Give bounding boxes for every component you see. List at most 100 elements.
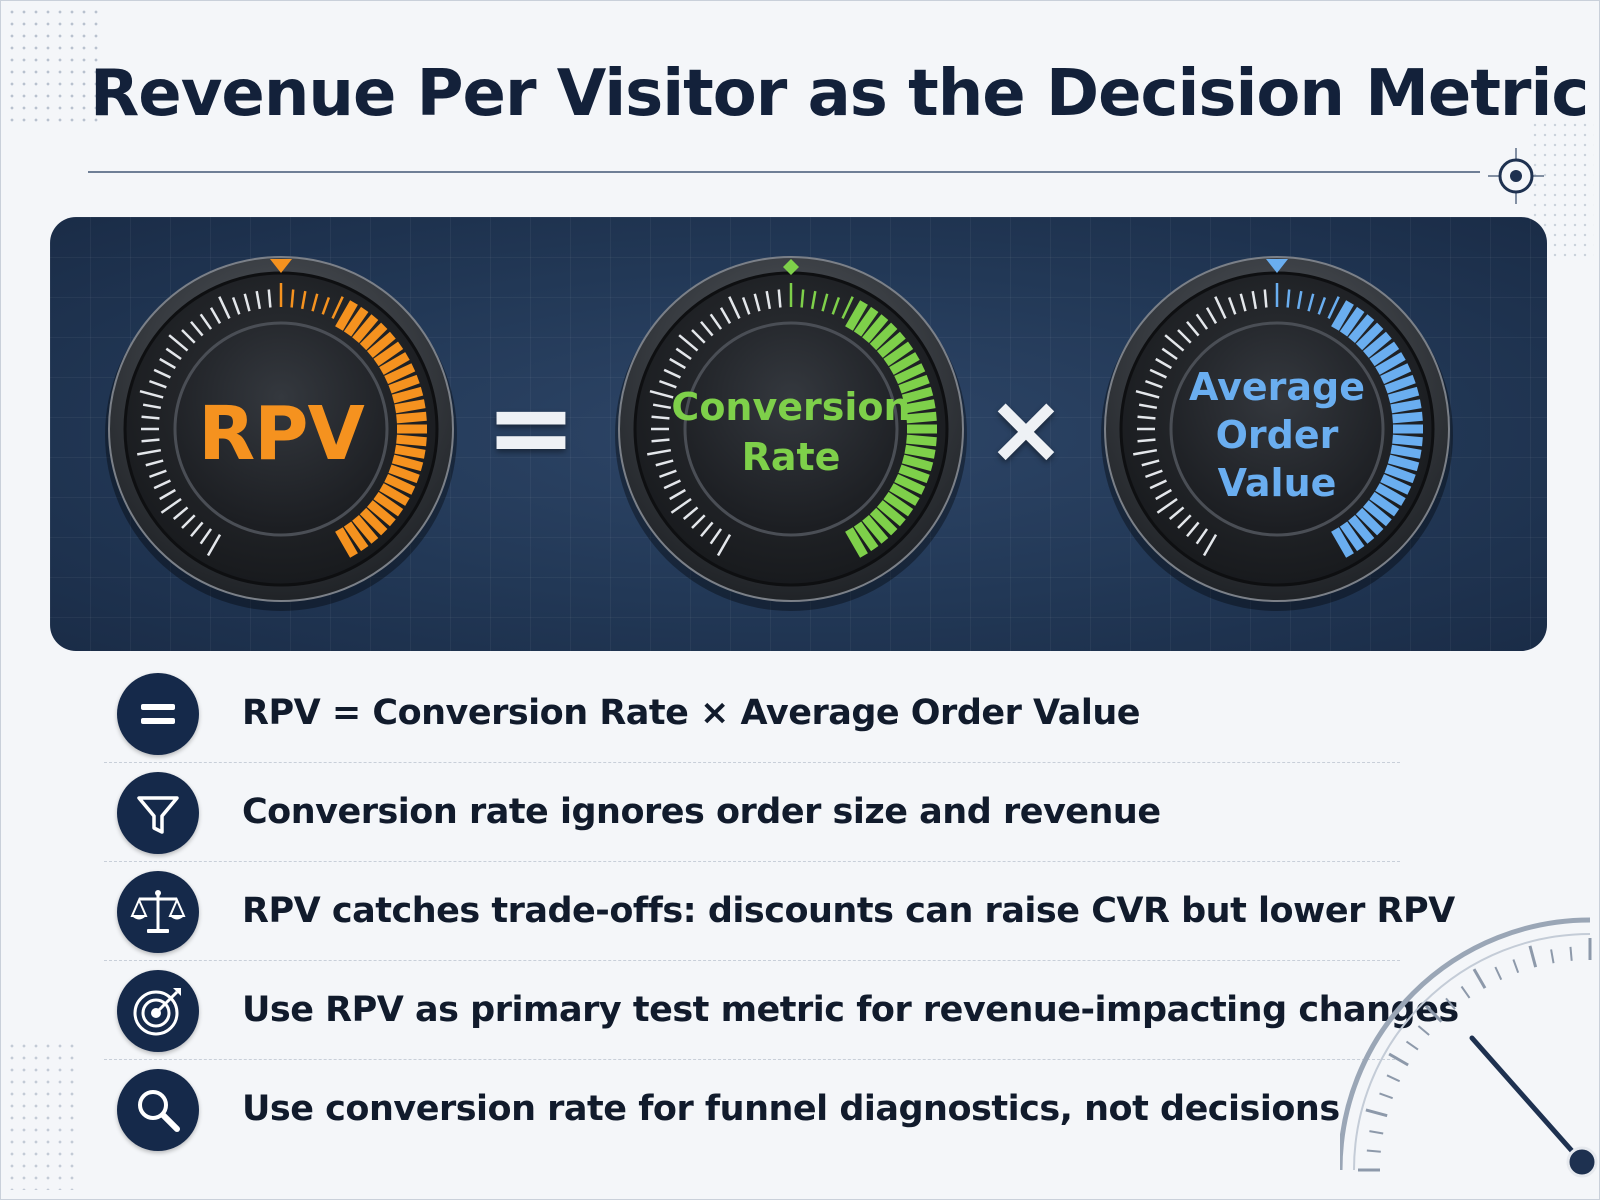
gauge-tick [716,534,732,557]
gauge-tick [1331,527,1354,558]
gauge-tick [1133,448,1158,456]
gauge-tick [700,521,714,538]
gauge-tick [373,491,404,517]
cvr-label-line: Rate [741,435,841,479]
gauge-tick [311,293,319,312]
gauge-tick [1155,488,1172,501]
rpv-gauge-label: RPV [198,391,364,477]
gauge-tick [1138,403,1158,410]
crosshair-icon [1488,148,1544,204]
gauge-tick [153,368,171,379]
gauge-tick [853,306,879,337]
gauge-tick [1145,379,1163,389]
gauge-tick [321,297,331,315]
gauge-tick [1380,363,1412,385]
gauge-tick [366,500,396,527]
gauge-tick [1296,290,1303,310]
aov-gauge [1101,256,1453,611]
gauge-tick [894,363,926,385]
gauge-tick [669,488,686,501]
gauge-tick [335,527,358,558]
gauge-tick [682,506,699,520]
gauges-canvas [105,256,1453,611]
decorative-dots [6,6,98,126]
gauge-tick [231,297,241,315]
page-title: Revenue Per Visitor as the Decision Metr… [90,57,1589,131]
gauge-tick [1214,296,1227,319]
gauge-tick [1186,320,1200,337]
gauge-tick [388,374,420,394]
gauge-tick [1137,415,1156,420]
gauge-tick [343,521,369,552]
gauge-tick [267,289,272,308]
gauge-tick [388,464,420,484]
gauge-tick [141,415,160,420]
list-item: Use RPV as primary test metric for reven… [104,961,1459,1060]
gauge-tick [335,300,358,331]
gauge-marker [270,259,292,273]
gauge-tick [1161,347,1178,361]
gauge-tick [1375,352,1406,375]
gauge-tick [290,289,295,308]
gauge-tick [1390,444,1422,459]
gauge-tick [1375,483,1406,506]
gauge-tick [379,483,410,506]
gauge-tick [1331,300,1354,331]
gauge-tick [675,347,692,361]
gauge-tick [728,296,741,319]
gauge-tick [659,469,677,479]
gauge-tick [172,506,189,520]
gauge-tick [862,514,889,544]
gauge-tick [777,289,782,308]
list-item: Use conversion rate for funnel diagnosti… [104,1060,1400,1158]
decorative-speedometer-icon [1340,917,1598,1178]
gauge-tick [670,497,692,514]
point-text: RPV catches trade-offs: discounts can ra… [242,891,1455,931]
gauge-tick [1387,386,1420,404]
target-icon [117,970,199,1052]
gauge-tick [898,374,930,394]
gauge-tick [352,514,379,544]
gauge-tick [709,313,723,330]
gauge-tick [218,296,231,319]
gauge-tick [901,454,934,472]
gauge-tick [359,507,388,536]
gauge-tick [691,329,706,344]
gauge-tick [869,322,898,351]
gauge-tick [1392,411,1423,424]
aov-label-line: Average [1189,365,1365,409]
gauge-tick [359,322,388,351]
cvr-label-line: Conversion [671,385,911,429]
gauge-tick [1239,293,1247,312]
equals-operator: = [484,363,578,491]
gauge-tick [901,386,934,404]
gauge-tick [160,497,182,514]
gauge-marker [783,259,799,275]
gauge-tick [1141,459,1160,467]
gauge-tick [181,514,196,529]
gauge-tick [1327,296,1340,319]
gauge-tick [394,444,426,459]
gauge-tick [651,415,670,420]
gauge-tick [1251,290,1258,310]
gauge-tick [821,293,829,312]
gauge-tick [168,334,189,352]
gauge-tick [663,479,681,490]
gauge-tick [753,293,761,312]
gauge-tick [904,444,936,459]
gauge-tick [394,399,426,414]
list-item: RPV = Conversion Rate × Average Order Va… [104,664,1400,763]
gauge-tick [1195,313,1209,330]
gauge-tick [141,438,160,443]
gauge-tick [1369,341,1400,367]
rpv-gauge [105,256,457,611]
gauge-tick [199,528,213,545]
gauge-tick [1355,507,1384,536]
gauge-tick [765,290,772,310]
gauge-tick [1384,464,1416,484]
gauge-tick [1348,514,1375,544]
gauge-tick [1348,314,1375,344]
gauge-tick [139,390,164,399]
gauge-tick [651,438,670,443]
gauge-tick [137,448,162,456]
